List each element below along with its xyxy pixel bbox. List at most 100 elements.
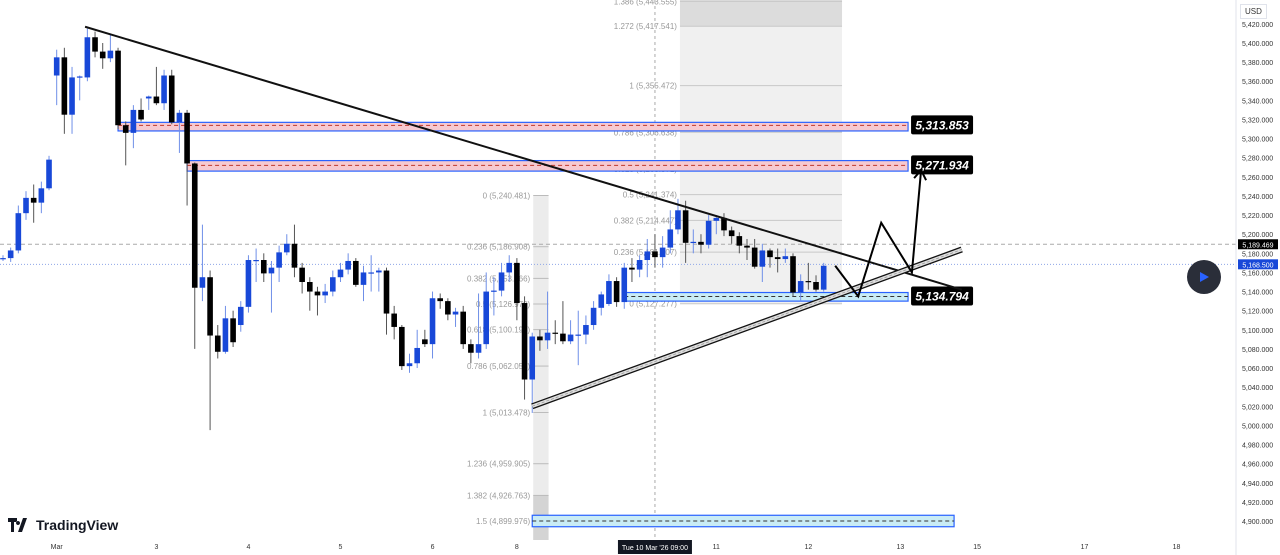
bullish-candle: [759, 250, 766, 267]
bearish-candle: [353, 260, 359, 285]
fib-level-label: 0.786 (5,306.638): [614, 128, 677, 137]
price-axis-tick: 5,080.000: [1242, 347, 1273, 354]
zone-price-tag: [911, 115, 974, 135]
bearish-candle: [230, 318, 236, 343]
price-axis-tick: 5,360.000: [1242, 79, 1273, 86]
bullish-candle: [283, 243, 290, 253]
fib-level-label: 1.382 (4,926.763): [467, 491, 530, 500]
arrow-up-icon: [913, 168, 927, 181]
play-icon: [1200, 272, 1209, 282]
bearish-candle: [291, 243, 298, 268]
fib-level-label: 0.5 (5,126.979): [476, 300, 531, 309]
fib-level-label: 1.272 (5,417.541): [614, 22, 677, 31]
bullish-candle: [483, 291, 490, 345]
currency-label[interactable]: USD: [1240, 4, 1267, 19]
bullish-candle: [46, 159, 52, 189]
bullish-candle: [590, 307, 597, 326]
bullish-candle: [797, 281, 804, 293]
bullish-candle: [107, 50, 114, 59]
bullish-candle: [644, 251, 651, 261]
bearish-candle: [184, 112, 190, 164]
price-axis-tick: 5,100.000: [1242, 328, 1273, 335]
bearish-candle: [468, 344, 474, 353]
price-tag: [1238, 239, 1278, 250]
bullish-candle: [621, 267, 628, 303]
price-axis-tick: 5,340.000: [1242, 98, 1273, 105]
price-axis-tick: 4,980.000: [1242, 443, 1273, 450]
time-axis-tick: 12: [804, 544, 812, 551]
fib-level-label: 1 (5,355.472): [629, 82, 677, 91]
bearish-candle: [774, 257, 781, 260]
crosshair-time-label: Tue 10 Mar '26 09:00: [622, 545, 688, 552]
bearish-candle: [314, 291, 321, 296]
fib-level-label: 1.386 (5,443.555): [614, 0, 677, 6]
price-tag: [1238, 259, 1278, 270]
bullish-candle: [414, 347, 420, 364]
price-axis-tick: 5,060.000: [1242, 366, 1273, 373]
bullish-candle: [130, 109, 137, 133]
play-button[interactable]: [1187, 260, 1221, 294]
bullish-candle: [322, 291, 328, 296]
bearish-candle: [168, 75, 175, 123]
price-axis-tick: 5,280.000: [1242, 156, 1273, 163]
bearish-candle: [122, 125, 129, 133]
time-axis-tick: 4: [246, 544, 250, 551]
bearish-candle: [744, 245, 750, 248]
price-tag-label: 5,189.469: [1242, 242, 1273, 249]
brand-name: TradingView: [36, 517, 119, 533]
fib-level-label: 0.786 (5,062.056): [467, 362, 530, 371]
downtrend-line: [84, 25, 963, 291]
bearish-candle: [613, 281, 620, 303]
price-axis-tick: 5,400.000: [1242, 41, 1273, 48]
price-axis-tick: 5,300.000: [1242, 137, 1273, 144]
uptrend-channel-line: [532, 249, 962, 407]
bearish-candle: [728, 230, 735, 237]
bearish-candle: [115, 50, 121, 126]
price-axis-tick: 5,040.000: [1242, 385, 1273, 392]
bullish-candle: [491, 290, 497, 292]
bullish-candle: [368, 272, 374, 274]
bullish-candle: [667, 229, 674, 248]
bullish-candle: [176, 112, 183, 123]
time-axis-tick: 15: [973, 544, 981, 551]
zone-price-label: 5,271.934: [915, 158, 969, 172]
bullish-candle: [276, 252, 282, 268]
bearish-candle: [61, 57, 68, 115]
bullish-candle: [713, 217, 720, 221]
bullish-candle: [84, 37, 91, 78]
bullish-candle: [659, 247, 666, 258]
bearish-candle: [514, 262, 520, 304]
bullish-candle: [145, 96, 152, 99]
time-axis-tick: 8: [515, 544, 519, 551]
bullish-candle: [337, 269, 344, 278]
bearish-candle: [92, 37, 98, 52]
bullish-candle: [636, 260, 643, 270]
price-axis-tick: 4,960.000: [1242, 462, 1273, 469]
bearish-candle: [391, 313, 397, 327]
time-axis-tick: 5: [339, 544, 343, 551]
bearish-candle: [99, 51, 106, 59]
price-axis-tick: 5,000.000: [1242, 423, 1273, 430]
fib-right-extension-area: [679, 0, 843, 27]
bearish-candle: [399, 326, 405, 367]
bearish-candle: [521, 303, 528, 380]
bullish-candle: [406, 363, 413, 367]
bullish-candle: [583, 325, 589, 335]
price-axis-tick: 4,920.000: [1242, 500, 1273, 507]
fib-level-label: 0.382 (5,214.447): [614, 216, 677, 225]
bearish-candle: [422, 339, 428, 345]
fib-left-area: [533, 195, 549, 540]
bullish-candle: [529, 336, 536, 380]
bullish-candle: [376, 270, 382, 273]
bullish-candle: [237, 306, 244, 326]
bullish-candle: [23, 197, 29, 214]
bearish-candle: [790, 256, 796, 293]
bullish-candle: [782, 256, 789, 260]
bearish-candle: [299, 267, 305, 282]
bullish-candle: [53, 57, 60, 76]
bearish-candle: [629, 267, 635, 270]
time-axis-tick: 11: [713, 544, 720, 551]
time-axis-tick: 13: [896, 544, 904, 551]
bullish-candle: [0, 258, 6, 260]
